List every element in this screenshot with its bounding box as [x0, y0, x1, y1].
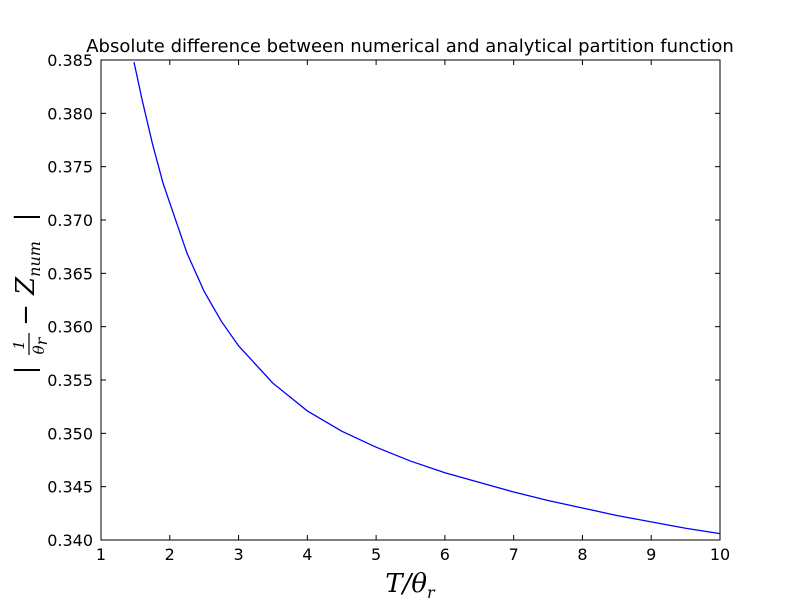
- chart-title: Absolute difference between numerical an…: [86, 36, 734, 57]
- y-tick-label: 0.375: [47, 158, 93, 177]
- x-tick-label: 9: [646, 545, 656, 564]
- x-tick-label: 10: [710, 545, 730, 564]
- x-tick-label: 6: [440, 545, 450, 564]
- y-tick-label: 0.350: [47, 424, 93, 443]
- y-tick-label: 0.360: [47, 318, 93, 337]
- x-tick-label: 5: [371, 545, 381, 564]
- y-axis-label: | 1 θr − Znum |: [10, 213, 51, 375]
- y-tick-label: 0.380: [47, 104, 93, 123]
- y-tick-label: 0.370: [47, 211, 93, 230]
- x-tick-label: 1: [96, 545, 106, 564]
- axis-ticks: [100, 59, 721, 541]
- svg-text:Znum: Znum: [11, 241, 44, 296]
- svg-text:|: |: [11, 366, 41, 375]
- y-tick-label: 0.365: [47, 264, 93, 283]
- svg-text:−: −: [11, 304, 41, 326]
- svg-text:1: 1: [10, 340, 28, 350]
- series-line: [133, 61, 721, 535]
- y-tick-label: 0.345: [47, 478, 93, 497]
- x-tick-label: 2: [165, 545, 175, 564]
- svg-text:θr: θr: [30, 336, 51, 354]
- x-tick-label: 4: [302, 545, 312, 564]
- x-tick-label: 3: [233, 545, 243, 564]
- svg-text:|: |: [11, 213, 41, 222]
- y-tick-label: 0.340: [47, 531, 93, 550]
- y-tick-label: 0.355: [47, 371, 93, 390]
- y-tick-label: 0.385: [47, 51, 93, 70]
- plot-frame: [100, 59, 721, 541]
- axis-tick-labels: 1 2 3 4 5 6 7 8 9 10 0.340 0.345 0.350 0.355 0.360 0.36…: [47, 51, 730, 564]
- x-axis-label: T/θr: [385, 569, 436, 600]
- x-tick-label: 8: [577, 545, 587, 564]
- x-tick-label: 7: [509, 545, 519, 564]
